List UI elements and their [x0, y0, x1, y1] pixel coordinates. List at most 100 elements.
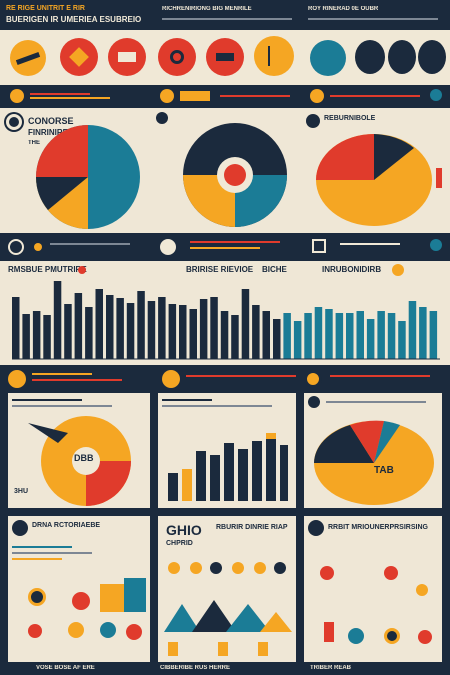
bar: [43, 315, 51, 359]
bar: [241, 289, 250, 359]
mountain-icon: [164, 600, 292, 632]
bar: [220, 311, 229, 359]
navy-drop-icon: [388, 40, 416, 74]
bar: [210, 297, 218, 359]
bar: [366, 319, 375, 359]
bar: [126, 303, 135, 359]
bar: [147, 301, 156, 359]
info-strip: [0, 233, 450, 261]
panel-a-title: CONORSE: [28, 116, 74, 126]
lower-mid-big: GHIO: [166, 522, 202, 538]
bar: [106, 295, 114, 359]
target-icon: [306, 114, 320, 128]
bar: [137, 291, 145, 359]
pie-panel-c: REBURNIBOLE: [300, 108, 450, 233]
bar: [377, 311, 385, 359]
bar: [314, 307, 323, 359]
orange-circle-icon: [10, 40, 46, 76]
bar: [387, 313, 396, 359]
banner-center: BRIRISE RIEVIOE: [186, 265, 254, 274]
chart-banner: RMSBUE PMUTRIRE BRIRISE RIEVIOE BICHE IN…: [0, 261, 450, 281]
bar: [356, 311, 364, 359]
panel-a-small: THE: [28, 140, 40, 146]
bar: [408, 301, 417, 359]
bar-chart: [12, 281, 440, 360]
bar: [32, 311, 41, 359]
stats-strip: [0, 85, 450, 107]
navy-drop-icon: [418, 40, 446, 74]
panel-a-subtitle: FINRINIRE: [28, 128, 68, 137]
pie-chart-lower: [314, 420, 434, 505]
pie-label: TAB: [374, 465, 394, 476]
lower-mid-panel: [158, 393, 296, 508]
bar: [53, 281, 62, 359]
orange-circle-icon: [254, 36, 294, 76]
teal-circle-icon: [310, 40, 346, 76]
icon-row-panel: [0, 30, 450, 85]
bar-chart-panel: [0, 281, 450, 365]
bar: [64, 304, 72, 359]
lower-mid-sub: CHPRID: [166, 540, 193, 547]
bar: [273, 319, 281, 359]
target-icon: [156, 112, 168, 124]
red-circle-icon: [60, 38, 98, 76]
navy-drop-icon: [355, 40, 385, 74]
footer-left: VOSE BOSE AF ERE: [36, 665, 95, 671]
bar: [168, 304, 177, 359]
bar: [419, 307, 427, 359]
header-left-title: RE RIGE UNITRIT E RIR: [6, 5, 85, 12]
lower-left-label: 3HU: [14, 488, 29, 495]
red-circle-icon: [206, 38, 244, 76]
bar: [398, 321, 406, 359]
pie-panel-a: CONORSE FINRINIRE THE: [0, 108, 150, 233]
donut-chart-lower: [28, 416, 131, 506]
bar: [304, 313, 312, 359]
secondary-strip: [0, 365, 450, 393]
red-circle-icon: [158, 38, 196, 76]
panel-c-title: REBURNIBOLE: [324, 115, 376, 122]
lower-left-title: DRNA RCTORIAEBE: [32, 522, 101, 529]
bar: [429, 311, 438, 359]
lower-right-title: RRBIT MRIOUNERPRSIRSING: [328, 524, 428, 531]
pie-panel-b: [150, 108, 300, 233]
bar: [325, 309, 333, 359]
orange-circle-icon: [310, 89, 324, 103]
bar: [293, 321, 302, 359]
bar: [335, 313, 344, 359]
target-icon: [6, 114, 22, 130]
bar: [346, 313, 354, 359]
bar: [189, 309, 197, 359]
red-circle-icon: [108, 38, 146, 76]
header-right-title: ROY RINERAD 0E OUBR: [308, 6, 379, 12]
donut-label: DBB: [74, 453, 94, 463]
bar: [22, 314, 30, 359]
bar: [74, 293, 83, 359]
banner-left: RMSBUE PMUTRIRE: [8, 265, 87, 274]
footer-right: TRIBER REAB: [310, 665, 352, 671]
bar: [95, 289, 103, 359]
bar: [116, 298, 124, 359]
header-mid-title: RICHRENIRIONG BIG MENRILE: [162, 6, 252, 12]
lower-left-panel: DBB 3HU: [8, 393, 150, 508]
header-left-subtitle: BUERIGEN IR UMERIEA ESUBREIO: [6, 15, 142, 24]
pie-chart-c: [316, 134, 442, 226]
banner-center2: BICHE: [262, 265, 287, 274]
bottom-mid-panel: GHIO CHPRID RBURIR DINRIE RIAP: [158, 516, 296, 662]
donut-chart-b: [183, 123, 287, 227]
orange-circle-icon: [10, 89, 24, 103]
bar: [252, 305, 260, 359]
footer-mid: CIBBERIBE RUS HERRE: [160, 665, 231, 671]
bar: [12, 297, 20, 359]
bar: [199, 299, 208, 359]
bar: [283, 313, 291, 359]
lower-mid-title: RBURIR DINRIE RIAP: [216, 524, 288, 531]
lower-right-panel: TAB: [304, 393, 442, 508]
bar: [85, 307, 93, 359]
bar-chart-small: [168, 433, 288, 501]
bar: [231, 315, 239, 359]
bar: [158, 297, 166, 359]
bar: [262, 311, 270, 359]
orange-circle-icon: [160, 89, 174, 103]
header-bar: RE RIGE UNITRIT E RIR BUERIGEN IR UMERIE…: [0, 0, 450, 30]
bottom-left-panel: DRNA RCTORIAEBE: [8, 516, 150, 662]
